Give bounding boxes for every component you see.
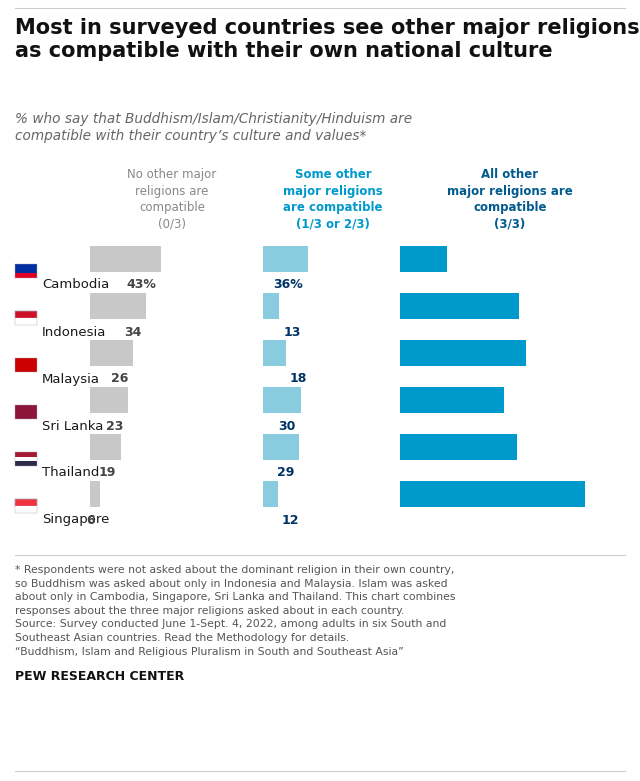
Bar: [15, 264, 37, 269]
Bar: [15, 457, 37, 462]
Text: Thailand: Thailand: [42, 466, 99, 480]
Text: Most in surveyed countries see other major religions
as compatible with their ow: Most in surveyed countries see other maj…: [15, 18, 639, 61]
Bar: [15, 452, 37, 457]
Bar: [15, 264, 37, 278]
Bar: [263, 340, 285, 366]
Text: 13: 13: [284, 326, 301, 338]
Bar: [15, 269, 37, 273]
Bar: [15, 311, 37, 318]
Bar: [400, 434, 517, 460]
Bar: [15, 499, 37, 513]
Text: 43%: 43%: [126, 279, 156, 291]
Text: 19: 19: [99, 466, 116, 480]
Text: 26: 26: [111, 373, 128, 386]
Bar: [15, 499, 37, 506]
Text: All other
major religions are
compatible
(3/3): All other major religions are compatible…: [447, 168, 573, 230]
Bar: [263, 387, 301, 413]
Text: Cambodia: Cambodia: [42, 279, 109, 291]
Text: 18: 18: [289, 373, 307, 386]
Text: Sri Lanka: Sri Lanka: [42, 419, 104, 433]
Bar: [400, 387, 504, 413]
Bar: [15, 318, 37, 325]
Text: No other major
religions are
compatible
(0/3): No other major religions are compatible …: [127, 168, 216, 230]
Text: PEW RESEARCH CENTER: PEW RESEARCH CENTER: [15, 670, 184, 683]
Bar: [15, 462, 37, 466]
Text: 34: 34: [124, 326, 141, 338]
Text: Singapore: Singapore: [42, 513, 109, 526]
Text: 29: 29: [277, 466, 294, 480]
Bar: [263, 293, 279, 319]
Bar: [15, 273, 37, 278]
Bar: [15, 311, 37, 325]
Text: 46: 46: [480, 419, 497, 433]
Bar: [90, 481, 100, 507]
Text: 12: 12: [282, 513, 300, 526]
Text: 6: 6: [86, 513, 95, 526]
Bar: [263, 434, 300, 460]
Text: 56: 56: [502, 373, 520, 386]
Text: 30: 30: [278, 419, 296, 433]
Text: 53: 53: [496, 326, 513, 338]
Text: Malaysia: Malaysia: [42, 373, 100, 386]
Bar: [400, 340, 526, 366]
Text: 21%: 21%: [412, 279, 441, 291]
Bar: [15, 358, 37, 372]
Bar: [90, 293, 146, 319]
Bar: [263, 246, 308, 272]
Bar: [400, 293, 519, 319]
Bar: [400, 246, 447, 272]
Bar: [15, 506, 37, 513]
Text: % who say that Buddhism/Islam/Christianity/Hinduism are
compatible with their co: % who say that Buddhism/Islam/Christiani…: [15, 112, 412, 143]
Bar: [90, 340, 133, 366]
Bar: [15, 405, 37, 419]
Bar: [263, 481, 278, 507]
Text: Indonesia: Indonesia: [42, 326, 106, 338]
Text: * Respondents were not asked about the dominant religion in their own country,
s: * Respondents were not asked about the d…: [15, 565, 456, 657]
Bar: [400, 481, 584, 507]
Text: 36%: 36%: [273, 279, 303, 291]
Text: Some other
major religions
are compatible
(1/3 or 2/3): Some other major religions are compatibl…: [283, 168, 383, 230]
Bar: [15, 452, 37, 466]
Bar: [90, 387, 128, 413]
Bar: [90, 246, 161, 272]
Text: 82: 82: [561, 513, 579, 526]
Text: 23: 23: [106, 419, 123, 433]
Bar: [90, 434, 122, 460]
Text: 52: 52: [493, 466, 511, 480]
